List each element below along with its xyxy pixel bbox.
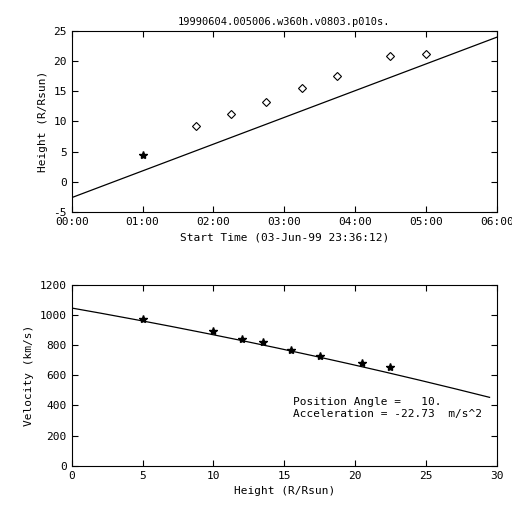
Y-axis label: Height (R/Rsun): Height (R/Rsun) bbox=[38, 71, 48, 172]
X-axis label: Height (R/Rsun): Height (R/Rsun) bbox=[233, 486, 335, 496]
Y-axis label: Velocity (km/s): Velocity (km/s) bbox=[24, 325, 34, 426]
Text: Position Angle =   10.
Acceleration = -22.73  m/s^2: Position Angle = 10. Acceleration = -22.… bbox=[293, 397, 482, 419]
Title: 19990604.005006.w360h.v0803.p010s.: 19990604.005006.w360h.v0803.p010s. bbox=[178, 17, 391, 27]
X-axis label: Start Time (03-Jun-99 23:36:12): Start Time (03-Jun-99 23:36:12) bbox=[180, 232, 389, 243]
